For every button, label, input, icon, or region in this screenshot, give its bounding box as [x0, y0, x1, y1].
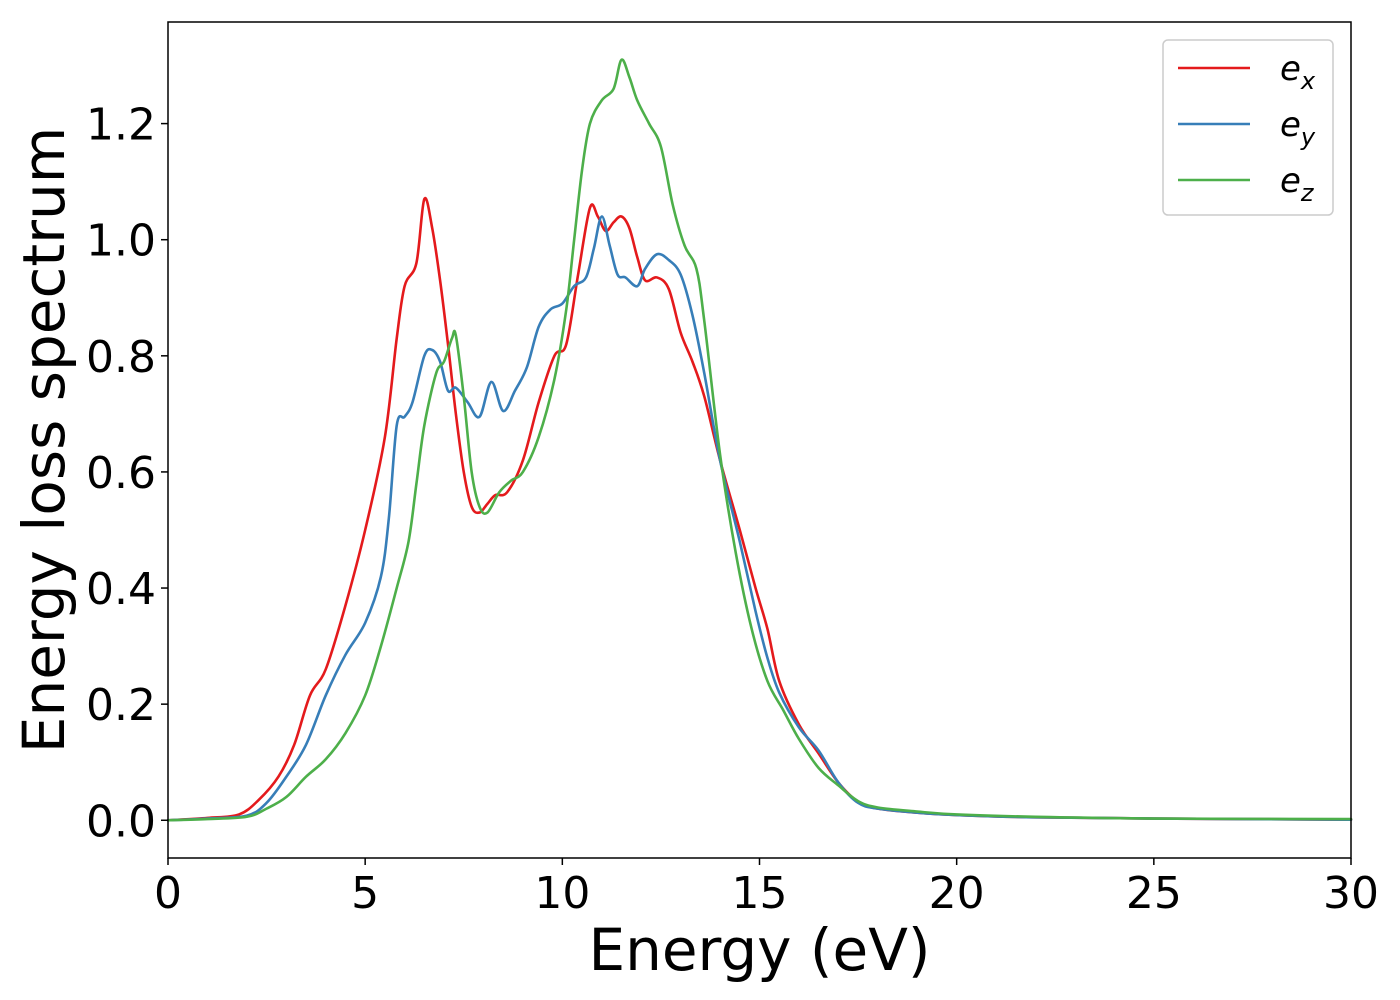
- x-axis-label: Energy (eV): [588, 916, 930, 984]
- y-tick-label: 0.8: [86, 332, 156, 383]
- series-line-e-y: [166, 215, 1353, 822]
- x-tick-label: 20: [929, 868, 985, 919]
- y-axis-label: Energy loss spectrum: [10, 127, 78, 753]
- y-tick-label: 0.4: [86, 564, 156, 615]
- y-tick-label: 0.6: [86, 448, 156, 499]
- legend-label-y: ey: [1280, 105, 1316, 151]
- x-tick-label: 5: [351, 868, 379, 919]
- x-tick-label: 25: [1126, 868, 1182, 919]
- legend-label-base: e: [1280, 49, 1301, 89]
- y-tick-label: 1.2: [86, 100, 156, 151]
- legend-label-x: ex: [1280, 49, 1316, 95]
- legend-label-base: e: [1280, 161, 1301, 201]
- x-tick-label: 15: [732, 868, 788, 919]
- x-tick-label: 30: [1323, 868, 1379, 919]
- legend-label-subscript: x: [1300, 67, 1316, 95]
- y-tick-label: 1.0: [86, 216, 156, 267]
- y-tick-label: 0.0: [86, 796, 156, 847]
- legend-label-z: ez: [1280, 161, 1315, 207]
- x-tick-label: 10: [534, 868, 590, 919]
- x-axis-ticks: 0 5 10 15 20 25 30: [154, 858, 1379, 919]
- y-tick-label: 0.2: [86, 680, 156, 731]
- legend-label-subscript: y: [1300, 123, 1316, 151]
- legend-label-base: e: [1280, 105, 1301, 145]
- series-line-e-z: [166, 58, 1353, 822]
- legend-label-subscript: z: [1300, 179, 1315, 207]
- legend-box: [1162, 39, 1334, 216]
- y-axis-ticks: 0.0 0.2 0.4 0.6 0.8 1.0 1.2: [86, 100, 168, 847]
- series-lines: [166, 58, 1353, 822]
- x-tick-label: 0: [154, 868, 182, 919]
- plot-background: [168, 22, 1351, 858]
